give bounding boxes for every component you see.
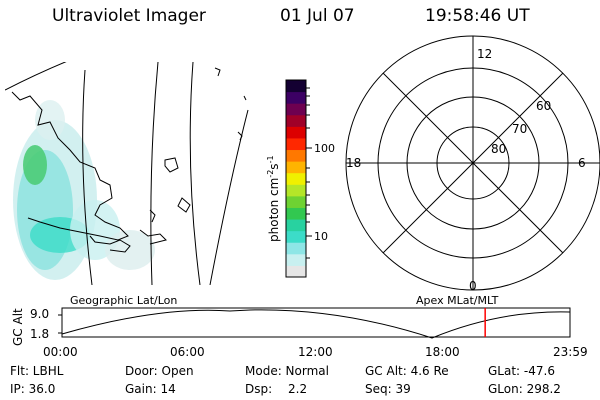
info-seq: Seq: 39 (365, 382, 411, 396)
geographic-map (5, 62, 249, 285)
colorbar-segment (286, 195, 306, 208)
colorbar-frame (285, 79, 307, 278)
colorbar-segment (286, 207, 306, 220)
mlt-label-18: 18 (346, 156, 361, 170)
colorbar-tick-10: 10 (314, 230, 328, 243)
colorbar-segment (286, 114, 306, 127)
timeline-ymax: 9.0 (30, 307, 49, 321)
timeline-xtick-4: 23:59 (553, 345, 588, 359)
mlat-label-60: 60 (536, 99, 551, 113)
colorbar-unit-label: photon cm-2s-1 (266, 155, 281, 242)
colorbar-segment (286, 126, 306, 139)
info-ip: IP: 36.0 (10, 382, 56, 396)
timeline-xtick-0: 00:00 (43, 345, 78, 359)
polar-plot (345, 35, 600, 291)
coastlines (11, 67, 247, 253)
date-label: 01 Jul 07 (280, 6, 355, 26)
info-door: Door: Open (125, 364, 194, 378)
timeline-xtick-2: 12:00 (298, 345, 333, 359)
instrument-title: Ultraviolet Imager (52, 6, 206, 26)
altitude-curve (61, 309, 571, 339)
colorbar-segment (286, 149, 306, 162)
timeline-ylabel: GC Alt (11, 308, 25, 346)
colorbar-segment (286, 265, 306, 278)
info-glon: GLon: 298.2 (488, 382, 561, 396)
info-dsp-label: Dsp: (245, 382, 273, 396)
colorbar-segment (286, 219, 306, 232)
mlt-label-12: 12 (477, 47, 492, 61)
info-gain: Gain: 14 (125, 382, 176, 396)
info-mode: Mode: Normal (245, 364, 329, 378)
colorbar-segment (286, 91, 306, 104)
colorbar-segment (286, 137, 306, 151)
colorbar-segment (286, 80, 306, 93)
geographic-label: Geographic Lat/Lon (70, 294, 177, 307)
colorbar-segment (286, 161, 306, 174)
mlat-label-80: 80 (491, 142, 506, 156)
info-gcalt: GC Alt: 4.6 Re (365, 364, 449, 378)
colorbar-segment (286, 103, 306, 116)
apex-label: Apex MLat/MLT (416, 294, 499, 307)
timeline-xtick-1: 06:00 (170, 345, 205, 359)
mlt-label-0: 0 (469, 279, 477, 293)
info-flt: Flt: LBHL (10, 364, 64, 378)
colorbar (286, 80, 306, 278)
colorbar-segment (286, 172, 306, 185)
timeline-xtick-3: 18:00 (425, 345, 460, 359)
info-dsp-value: 2.2 (288, 382, 308, 396)
timeline-ymin: 1.8 (30, 327, 49, 341)
map-graticule (5, 62, 249, 285)
colorbar-segment (286, 242, 306, 255)
altitude-timeline (58, 307, 571, 339)
colorbar-tick-100: 100 (314, 142, 335, 155)
mlt-label-6: 6 (578, 156, 586, 170)
info-glat: GLat: -47.6 (488, 364, 555, 378)
colorbar-segment (286, 184, 306, 197)
mlat-label-70: 70 (512, 122, 527, 136)
time-label: 19:58:46 UT (425, 6, 530, 26)
colorbar-segment (286, 253, 306, 266)
colorbar-segment (286, 230, 306, 243)
